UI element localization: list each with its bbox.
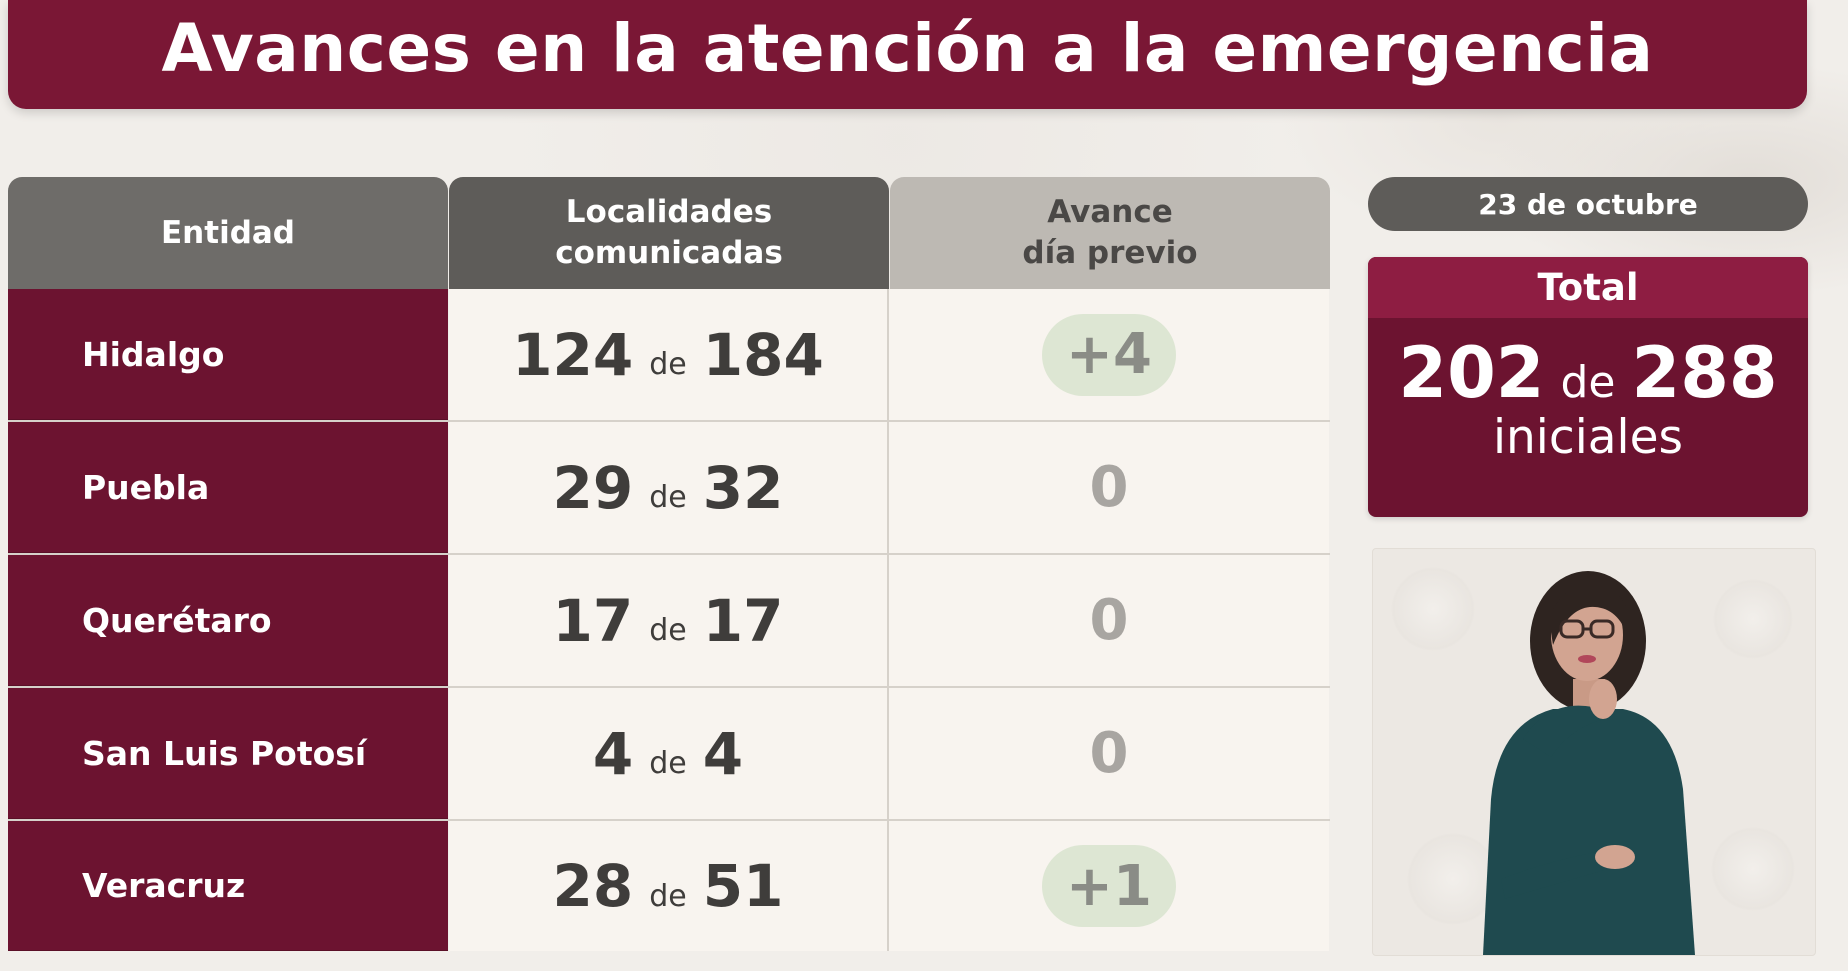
- prev-day-cell: 0: [889, 422, 1329, 553]
- table-row: Querétaro 17 de 17 0: [8, 555, 1330, 688]
- page-title: Avances en la atención a la emergencia: [161, 10, 1654, 87]
- localities-cell: 124 de 184: [449, 289, 889, 420]
- entity-cell: San Luis Potosí: [8, 688, 448, 819]
- localities-connector: de: [649, 347, 687, 382]
- entity-cell: Veracruz: [8, 821, 448, 951]
- header-localities: Localidades comunicadas: [449, 177, 889, 289]
- localities-done: 4: [592, 719, 634, 788]
- header-prev-line1: Avance: [1047, 194, 1173, 230]
- localities-done: 17: [552, 586, 634, 655]
- total-summary-card: Total 202 de 288 iniciales: [1368, 257, 1808, 517]
- prev-day-value: 0: [1089, 455, 1129, 520]
- table-row: San Luis Potosí 4 de 4 0: [8, 688, 1330, 821]
- sign-language-interpreter-video: [1372, 548, 1816, 956]
- header-prev-line2: día previo: [1022, 235, 1198, 271]
- table-row: Puebla 29 de 32 0: [8, 422, 1330, 555]
- header-prev-day: Avance día previo: [890, 177, 1330, 289]
- total-connector: de: [1560, 357, 1616, 408]
- header-localities-line1: Localidades: [565, 194, 773, 230]
- prev-day-value: 0: [1089, 721, 1129, 786]
- localities-done: 28: [552, 852, 634, 920]
- localities-cell: 17 de 17: [449, 555, 889, 686]
- localities-connector: de: [649, 480, 687, 515]
- localities-cell: 4 de 4: [449, 688, 889, 819]
- total-line: 202 de 288: [1368, 332, 1808, 414]
- localities-cell: 29 de 32: [449, 422, 889, 553]
- localities-connector: de: [649, 613, 687, 648]
- prev-day-badge: +4: [1042, 313, 1176, 396]
- total-body: 202 de 288 iniciales: [1368, 318, 1808, 465]
- entity-cell: Puebla: [8, 422, 448, 553]
- table-row: Hidalgo 124 de 184 +4: [8, 289, 1330, 422]
- total-all: 288: [1631, 332, 1778, 414]
- table-row: Veracruz 28 de 51 +1: [8, 821, 1330, 951]
- prev-day-cell: +4: [889, 289, 1329, 420]
- entity-cell: Querétaro: [8, 555, 448, 686]
- localities-total: 32: [702, 453, 784, 522]
- header-localities-line2: comunicadas: [555, 235, 783, 271]
- date-badge: 23 de octubre: [1368, 177, 1808, 231]
- prev-day-cell: 0: [889, 688, 1329, 819]
- localities-done: 124: [512, 320, 634, 389]
- table-body: Hidalgo 124 de 184 +4 Puebla 29 de 32 0: [8, 289, 1330, 951]
- prev-day-cell: 0: [889, 555, 1329, 686]
- progress-table: Entidad Localidades comunicadas Avance d…: [8, 177, 1330, 951]
- localities-done: 29: [552, 453, 634, 522]
- interpreter-illustration: [1483, 571, 1695, 955]
- prev-day-cell: +1: [889, 821, 1329, 951]
- localities-total: 4: [702, 719, 744, 788]
- table-header: Entidad Localidades comunicadas Avance d…: [8, 177, 1330, 289]
- localities-connector: de: [649, 746, 687, 781]
- header-entity: Entidad: [8, 177, 448, 289]
- total-done: 202: [1398, 332, 1545, 414]
- entity-cell: Hidalgo: [8, 289, 448, 420]
- localities-cell: 28 de 51: [449, 821, 889, 951]
- localities-total: 51: [702, 852, 784, 920]
- prev-day-badge: +1: [1042, 845, 1176, 927]
- localities-connector: de: [649, 878, 687, 914]
- prev-day-value: 0: [1089, 588, 1129, 653]
- localities-total: 184: [702, 320, 824, 389]
- total-label: Total: [1368, 257, 1808, 318]
- total-sub: iniciales: [1492, 410, 1684, 465]
- header-entity-label: Entidad: [161, 214, 295, 251]
- localities-total: 17: [702, 586, 784, 655]
- title-banner: Avances en la atención a la emergencia: [8, 0, 1807, 109]
